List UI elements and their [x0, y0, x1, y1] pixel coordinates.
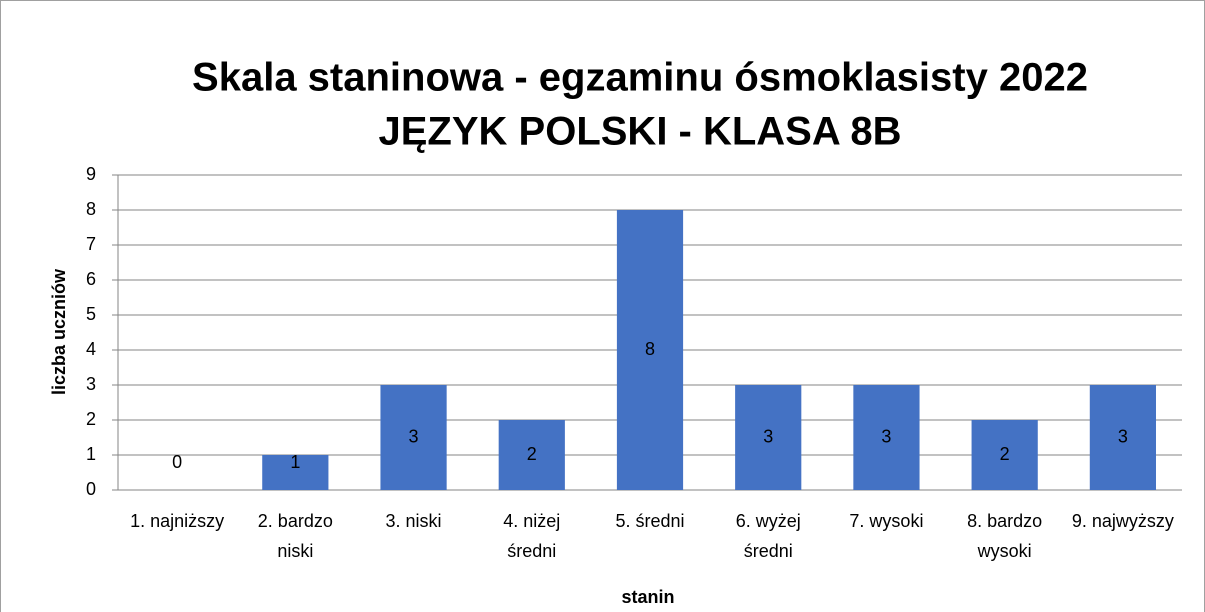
bar — [262, 455, 329, 490]
x-tick-label: 1. najniższy — [130, 511, 224, 531]
y-tick-label: 4 — [86, 339, 96, 359]
y-tick-label: 7 — [86, 234, 96, 254]
data-label: 0 — [172, 452, 182, 472]
x-tick-label: 2. bardzo niski — [258, 511, 333, 561]
data-label: 1 — [290, 452, 300, 472]
data-label: 3 — [1118, 426, 1128, 446]
data-label: 2 — [1000, 444, 1010, 464]
y-tick-label: 8 — [86, 199, 96, 219]
y-tick-label: 5 — [86, 304, 96, 324]
chart-title: Skala staninowa - egzaminu ósmoklasisty … — [192, 56, 1088, 100]
chart-title: JĘZYK POLSKI - KLASA 8B — [378, 110, 901, 154]
bar — [971, 420, 1038, 490]
data-label: 3 — [409, 426, 419, 446]
y-tick-label: 2 — [86, 409, 96, 429]
y-tick-label: 0 — [86, 479, 96, 499]
x-tick-label: 4. niżej średni — [503, 511, 560, 561]
bar — [1089, 385, 1156, 490]
bar — [616, 210, 684, 490]
x-tick-label: 3. niski — [386, 511, 442, 531]
data-label: 8 — [645, 339, 655, 359]
x-tick-label: 8. bardzo wysoki — [967, 511, 1042, 561]
x-tick-label: 5. średni — [615, 511, 684, 531]
data-label: 3 — [881, 426, 891, 446]
bar — [735, 385, 802, 490]
bar — [380, 385, 447, 490]
x-tick-label: 6. wyżej średni — [736, 511, 801, 561]
y-tick-label: 6 — [86, 269, 96, 289]
x-axis-label: stanin — [621, 587, 674, 607]
bar — [853, 385, 920, 490]
y-tick-label: 1 — [86, 444, 96, 464]
x-tick-label: 9. najwyższy — [1072, 511, 1174, 531]
data-label: 3 — [763, 426, 773, 446]
data-label: 2 — [527, 444, 537, 464]
y-axis-label: liczba uczniów — [49, 268, 69, 395]
bar — [498, 420, 565, 490]
y-tick-label: 9 — [86, 164, 96, 184]
x-tick-label: 7. wysoki — [849, 511, 923, 531]
y-tick-label: 3 — [86, 374, 96, 394]
